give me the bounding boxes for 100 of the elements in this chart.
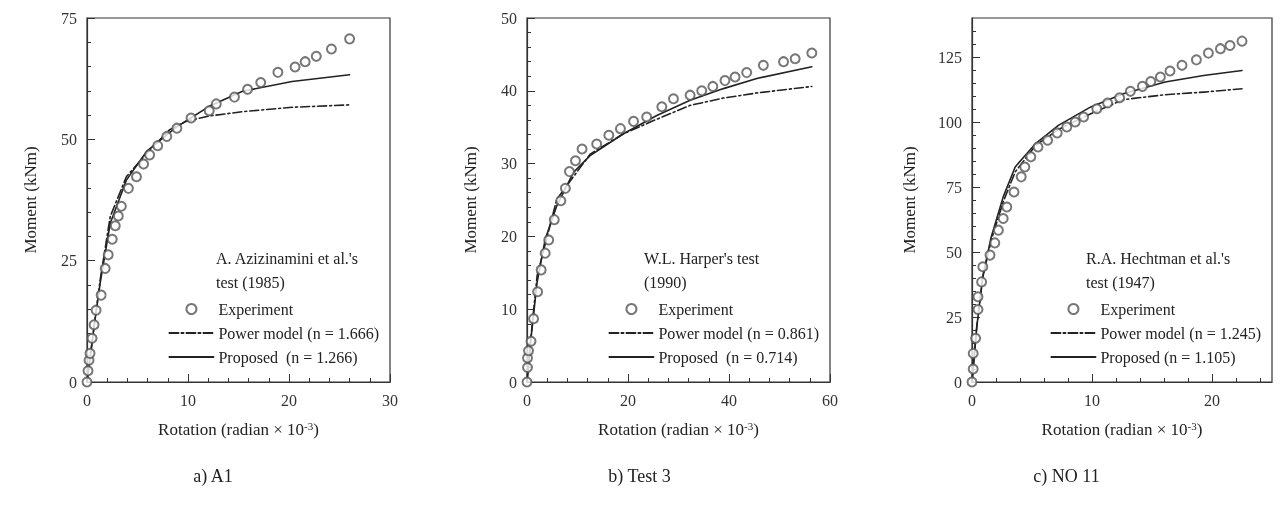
- point: [106, 233, 118, 245]
- y-tick-label: 50: [61, 130, 77, 148]
- x-tick-label: 20: [281, 391, 297, 409]
- point: [112, 210, 124, 222]
- point: [289, 61, 301, 73]
- legend-label: Proposed (n = 1.266): [218, 348, 358, 367]
- y-tick-label: 25: [946, 308, 962, 326]
- point: [1236, 35, 1248, 47]
- x-tick-label: 30: [382, 391, 398, 409]
- point: [966, 376, 978, 388]
- point: [228, 91, 240, 103]
- point: [152, 140, 164, 152]
- x-tick-label: 10: [180, 391, 196, 409]
- point: [1145, 75, 1157, 87]
- point: [591, 138, 603, 150]
- legend-title: A. Azizinamini et al.'s test (1985): [216, 249, 362, 292]
- point: [806, 47, 818, 59]
- y-tick-label: 40: [501, 82, 517, 100]
- point: [603, 129, 615, 141]
- y-tick-label: 0: [954, 373, 962, 391]
- point: [1042, 134, 1054, 146]
- point: [115, 200, 127, 212]
- y-axis-title: Moment (kNm): [900, 146, 919, 254]
- legend-label: Experiment: [1100, 300, 1176, 319]
- point: [976, 276, 988, 288]
- point: [972, 291, 984, 303]
- legend-label: Power model (n = 0.861): [658, 324, 820, 343]
- point: [1078, 111, 1090, 123]
- point: [729, 71, 741, 83]
- y-tick-label: 75: [946, 178, 962, 196]
- legend-label: Experiment: [218, 300, 294, 319]
- point: [992, 224, 1004, 236]
- point: [967, 363, 979, 375]
- point: [144, 149, 156, 161]
- point: [977, 261, 989, 273]
- y-tick-label: 20: [501, 227, 517, 245]
- point: [138, 158, 150, 170]
- point: [109, 220, 121, 232]
- point: [555, 195, 567, 207]
- point: [576, 143, 588, 155]
- point: [656, 101, 668, 113]
- point: [967, 347, 979, 359]
- x-tick-label: 0: [83, 391, 91, 409]
- point: [1164, 65, 1176, 77]
- point: [989, 237, 1001, 249]
- point: [161, 130, 173, 142]
- point: [532, 286, 544, 298]
- point: [707, 80, 719, 92]
- point: [1136, 80, 1148, 92]
- point: [131, 171, 142, 183]
- point: [559, 182, 571, 194]
- point: [203, 105, 215, 117]
- point: [344, 33, 356, 45]
- text: b) Test 3: [608, 466, 671, 487]
- point: [970, 332, 982, 344]
- y-axis-title: Moment (kNm): [21, 146, 40, 254]
- point: [614, 123, 626, 135]
- point: [1176, 59, 1188, 71]
- text: a) A1: [193, 466, 233, 487]
- point: [95, 289, 107, 301]
- point: [299, 56, 311, 68]
- point: [81, 376, 93, 388]
- x-tick-label: 20: [620, 391, 636, 409]
- y-axis-title: Moment (kNm): [461, 146, 480, 254]
- point: [539, 247, 551, 259]
- point: [684, 89, 696, 101]
- legend-label: Proposed (n = 0.714): [658, 348, 798, 367]
- y-tick-label: 25: [61, 252, 77, 270]
- legend-label: Power model (n = 1.245): [1100, 324, 1262, 343]
- point: [1008, 186, 1020, 198]
- point: [535, 264, 547, 276]
- y-tick-label: 125: [938, 48, 962, 66]
- point: [210, 98, 222, 110]
- point: [696, 85, 708, 97]
- point: [1214, 43, 1226, 55]
- point: [569, 155, 581, 167]
- point: [84, 347, 96, 359]
- point: [778, 56, 790, 68]
- point: [1190, 54, 1202, 66]
- point: [984, 249, 996, 261]
- point: [272, 66, 284, 78]
- text: c) NO 11: [1033, 466, 1100, 487]
- point: [1069, 116, 1081, 128]
- point: [523, 345, 535, 357]
- point: [563, 166, 575, 178]
- y-tick-label: 0: [509, 373, 517, 391]
- point: [185, 112, 197, 124]
- point: [242, 83, 254, 95]
- x-tick-label: 0: [523, 391, 531, 409]
- point: [521, 376, 533, 388]
- point: [528, 313, 540, 325]
- y-tick-label: 100: [938, 113, 962, 131]
- point: [1102, 97, 1114, 109]
- point: [90, 304, 102, 316]
- point: [1061, 121, 1073, 133]
- point: [122, 182, 134, 194]
- y-tick-label: 50: [946, 243, 962, 261]
- point: [171, 122, 183, 134]
- point: [522, 361, 533, 373]
- point: [1019, 161, 1031, 173]
